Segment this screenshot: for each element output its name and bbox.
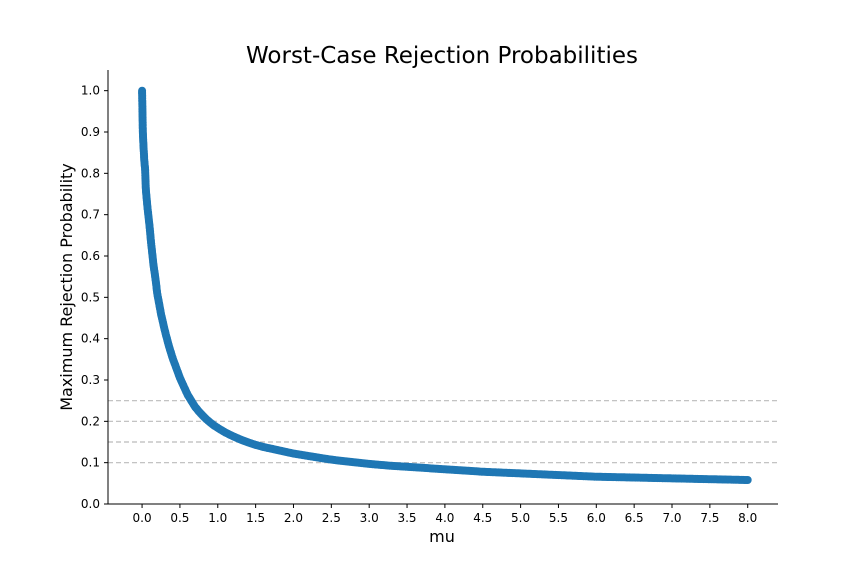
x-tick-label: 5.5 — [549, 511, 568, 525]
x-tick-label: 4.0 — [435, 511, 454, 525]
x-tick-label: 4.5 — [473, 511, 492, 525]
x-tick-label: 7.0 — [662, 511, 681, 525]
x-tick-label: 6.0 — [587, 511, 606, 525]
x-tick-label: 6.5 — [625, 511, 644, 525]
data-point — [743, 476, 752, 484]
y-tick-label: 0.4 — [81, 332, 100, 346]
x-tick-label: 3.5 — [397, 511, 416, 525]
y-tick-label: 0.3 — [81, 373, 100, 387]
x-tick-label: 8.0 — [738, 511, 757, 525]
x-axis-label: mu — [429, 527, 455, 546]
x-tick-label: 0.5 — [170, 511, 189, 525]
x-axis-ticks: 0.0 0.5 1.0 1.5 2.0 2.5 3.0 3.5 4.0 4.5 5.0 5.5 6.0 6… — [133, 504, 757, 525]
y-tick-label: 0.5 — [81, 290, 100, 304]
reference-lines — [108, 400, 778, 464]
x-tick-label: 1.5 — [246, 511, 265, 525]
y-tick-label: 0.6 — [81, 249, 100, 263]
y-axis-label: Maximum Rejection Probability — [57, 163, 76, 411]
x-tick-label: 2.5 — [322, 511, 341, 525]
y-tick-label: 0.9 — [81, 125, 100, 139]
x-tick-label: 7.5 — [700, 511, 719, 525]
x-tick-label: 3.0 — [360, 511, 379, 525]
y-tick-label: 0.2 — [81, 414, 100, 428]
y-tick-label: 0.7 — [81, 208, 100, 222]
y-tick-label: 0.1 — [81, 456, 100, 470]
x-tick-label: 1.0 — [208, 511, 227, 525]
y-axis-ticks: 0.0 0.1 0.2 0.3 0.4 0.5 0.6 0.7 0.8 0.9 1.0 — [81, 84, 108, 511]
y-tick-label: 0.0 — [81, 497, 100, 511]
y-tick-label: 1.0 — [81, 84, 100, 98]
y-tick-label: 0.8 — [81, 166, 100, 180]
x-tick-label: 0.0 — [133, 511, 152, 525]
chart-title: Worst-Case Rejection Probabilities — [246, 43, 638, 69]
x-tick-label: 5.0 — [511, 511, 530, 525]
series-group — [138, 86, 752, 484]
x-tick-label: 2.0 — [284, 511, 303, 525]
